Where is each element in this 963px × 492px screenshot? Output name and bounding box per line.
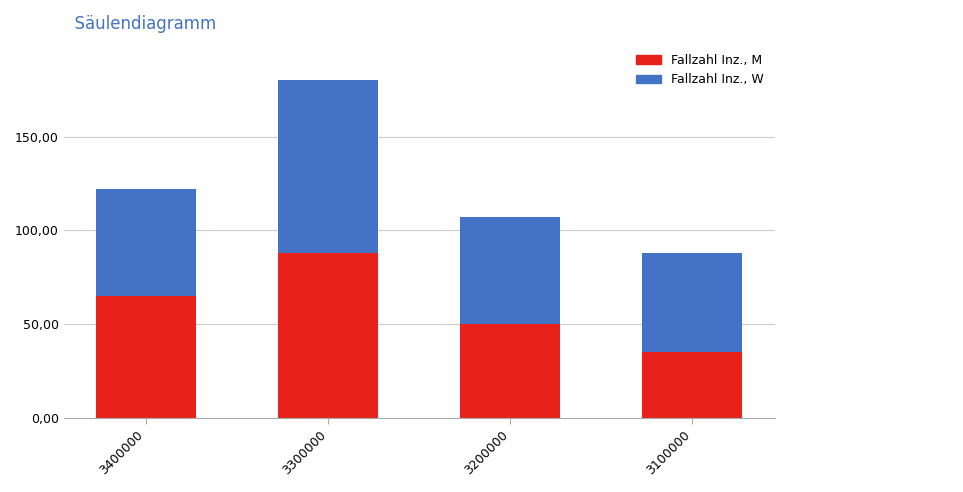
Bar (278, 253, 378, 418)
Bar (642, 352, 742, 418)
Bar (278, 80, 378, 253)
Bar (460, 217, 560, 324)
Bar (642, 253, 742, 352)
Bar (460, 324, 560, 418)
Legend: Fallzahl Inz., M, Fallzahl Inz., W: Fallzahl Inz., M, Fallzahl Inz., W (631, 49, 768, 92)
Bar (96, 189, 196, 296)
Text: Säulendiagramm: Säulendiagramm (64, 15, 216, 33)
Bar (96, 296, 196, 418)
